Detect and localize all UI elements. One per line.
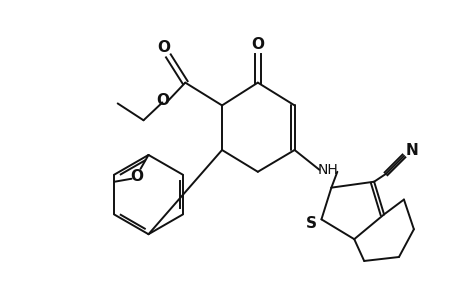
Text: S: S [305,216,316,231]
Text: O: O [156,93,168,108]
Text: O: O [130,169,143,184]
Text: NH: NH [317,163,338,177]
Text: O: O [251,38,264,52]
Text: O: O [157,40,169,56]
Text: N: N [405,143,417,158]
